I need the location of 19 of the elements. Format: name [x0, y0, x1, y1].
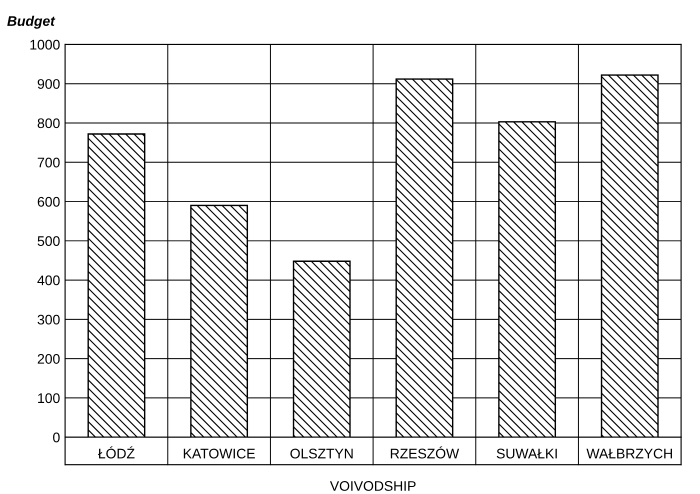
- y-tick-label: 400: [37, 275, 60, 286]
- x-tick-label: OLSZTYN: [290, 448, 353, 459]
- x-tick-label: SUWAŁKI: [496, 448, 557, 459]
- y-tick-label: 800: [38, 118, 60, 128]
- y-axis-title: Budget: [7, 16, 56, 29]
- x-tick-label: WAŁBRZYCH: [586, 448, 672, 459]
- y-tick-label: 200: [38, 354, 60, 364]
- y-tick-label: 600: [38, 196, 60, 207]
- x-tick-label: ŁÓDŹ: [98, 446, 135, 459]
- y-tick-label: 300: [38, 314, 60, 325]
- x-tick-label: KATOWICE: [184, 448, 255, 459]
- x-tick-label: RZESZÓW: [390, 446, 460, 459]
- y-tick-label: 1000: [30, 40, 60, 50]
- y-tick-label: 900: [38, 79, 60, 89]
- y-tick-label: 100: [38, 393, 60, 404]
- y-tick-label: 0: [53, 432, 60, 442]
- y-tick-label: 700: [38, 158, 60, 168]
- y-tick-label: 500: [38, 236, 60, 246]
- x-axis-title: VOIVODSHIP: [330, 481, 416, 491]
